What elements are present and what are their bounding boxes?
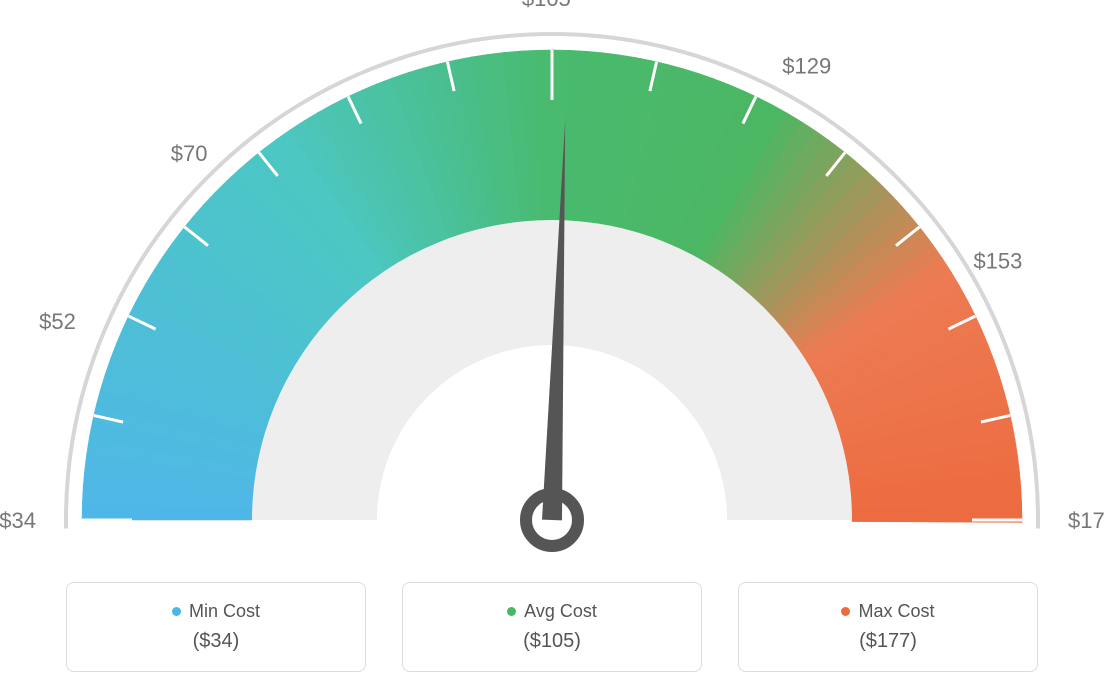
max-cost-card: Max Cost ($177) [738,582,1038,672]
max-cost-label: Max Cost [841,601,934,622]
cost-gauge: $34 $52 $70 $105 $129 $153 $177 [0,0,1104,555]
min-cost-value: ($34) [193,630,240,653]
max-cost-value: ($177) [859,630,917,653]
gauge-tick-label: $105 [522,0,571,11]
summary-cards: Min Cost ($34) Avg Cost ($105) Max Cost … [0,582,1104,672]
avg-cost-dot [507,607,516,616]
max-cost-label-text: Max Cost [858,601,934,622]
avg-cost-label-text: Avg Cost [524,601,597,622]
gauge-tick-label: $129 [782,53,831,78]
gauge-tick-label: $153 [973,248,1022,273]
min-cost-card: Min Cost ($34) [66,582,366,672]
min-cost-label-text: Min Cost [189,601,260,622]
min-cost-dot [172,607,181,616]
gauge-tick-label: $70 [171,141,208,166]
max-cost-dot [841,607,850,616]
gauge-tick-label: $34 [0,508,36,533]
avg-cost-card: Avg Cost ($105) [402,582,702,672]
avg-cost-label: Avg Cost [507,601,597,622]
min-cost-label: Min Cost [172,601,260,622]
gauge-svg: $34 $52 $70 $105 $129 $153 $177 [0,0,1104,560]
avg-cost-value: ($105) [523,630,581,653]
gauge-tick-label: $52 [39,309,76,334]
gauge-tick-label: $177 [1068,508,1104,533]
